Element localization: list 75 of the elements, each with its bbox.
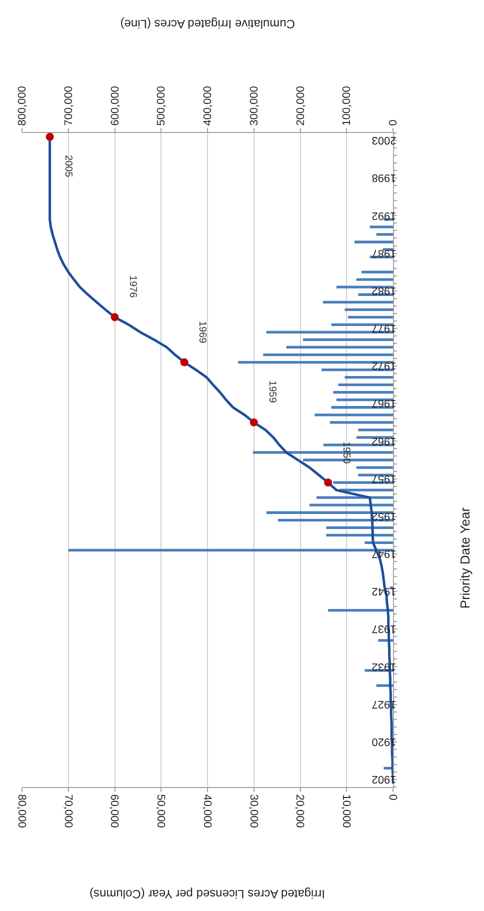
bar (322, 300, 393, 304)
point (180, 358, 188, 366)
y-axis-title: Priority Date Year (457, 506, 472, 609)
y-tick-label: 1937 (372, 622, 396, 635)
bar (361, 270, 393, 274)
y-tick-label: 1962 (372, 434, 396, 447)
x-tick-label: 40,000 (200, 794, 213, 828)
bar (358, 428, 393, 432)
y-tick-label: 2003 (372, 134, 396, 146)
bar (238, 360, 393, 364)
bar (356, 436, 393, 439)
bar (376, 233, 393, 236)
x2-tick-label: 800,000 (16, 86, 29, 126)
bar (286, 346, 393, 349)
x2-tick-label: 100,000 (341, 86, 354, 126)
bar (344, 376, 393, 379)
x-tick-label: 20,000 (294, 794, 306, 828)
x-tick-label: 0 (386, 794, 398, 800)
x2-axis-title: Cumulative Irrigated Acres (Line) (120, 17, 295, 31)
bar (338, 384, 393, 386)
bar (303, 338, 393, 342)
point (46, 132, 54, 141)
annotation: 2005 (62, 154, 74, 178)
y-tick-label: 1987 (372, 246, 396, 259)
x2-tick-label: 600,000 (109, 86, 122, 126)
bar (358, 474, 393, 476)
y-tick-label: 1977 (372, 322, 396, 334)
x-tick-label: 50,000 (154, 794, 167, 828)
x2-tick-label: 300,000 (248, 86, 260, 126)
bar (326, 534, 393, 536)
bar (348, 316, 393, 318)
bar (344, 308, 393, 311)
y-tick-label: 1902 (372, 773, 396, 786)
y-tick-label: 1998 (372, 172, 396, 184)
y-tick-label: 1932 (372, 660, 396, 672)
x-axis-title: Irrigated Acres Licensed per Year (Columns) (90, 887, 325, 901)
x2-tick-label: 0 (388, 120, 400, 126)
y-tick-label: 1952 (372, 510, 396, 522)
bar (68, 548, 393, 552)
x2-tick-label: 500,000 (156, 86, 168, 126)
annotation: 1976 (126, 275, 138, 298)
annotation: 1950 (340, 441, 352, 464)
bar (370, 226, 393, 228)
y-tick-label: 1967 (372, 397, 396, 410)
x-tick-label: 80,000 (15, 794, 28, 828)
bar (354, 240, 393, 244)
point (250, 418, 258, 426)
x2-tick-label: 200,000 (294, 86, 307, 126)
annotation: 1959 (266, 380, 278, 404)
point (324, 478, 332, 487)
x2-tick-label: 700,000 (62, 86, 75, 126)
bar (314, 414, 393, 416)
y-tick-label: 1992 (372, 209, 396, 222)
bar (263, 353, 393, 356)
bar (326, 526, 393, 529)
y-tick-label: 1982 (372, 284, 396, 296)
x-tick-label: 10,000 (340, 794, 352, 828)
y-tick-label: 1920 (372, 736, 396, 748)
y-tick-label: 1957 (372, 472, 396, 484)
x-tick-label: 70,000 (62, 794, 74, 828)
y-tick-label: 1942 (372, 585, 396, 598)
bar (330, 421, 393, 424)
bar (356, 278, 393, 281)
x2-tick-label: 400,000 (202, 86, 214, 126)
x-tick-label: 60,000 (108, 794, 120, 828)
bar (356, 466, 393, 469)
annotation: 1969 (196, 320, 208, 344)
bar (328, 609, 393, 612)
bar (333, 391, 393, 394)
point (110, 313, 119, 322)
y-tick-label: 1947 (372, 548, 396, 560)
y-tick-label: 1972 (372, 360, 396, 372)
bar (310, 504, 393, 506)
y-tick-label: 1927 (372, 698, 396, 710)
x-tick-label: 30,000 (247, 794, 260, 828)
